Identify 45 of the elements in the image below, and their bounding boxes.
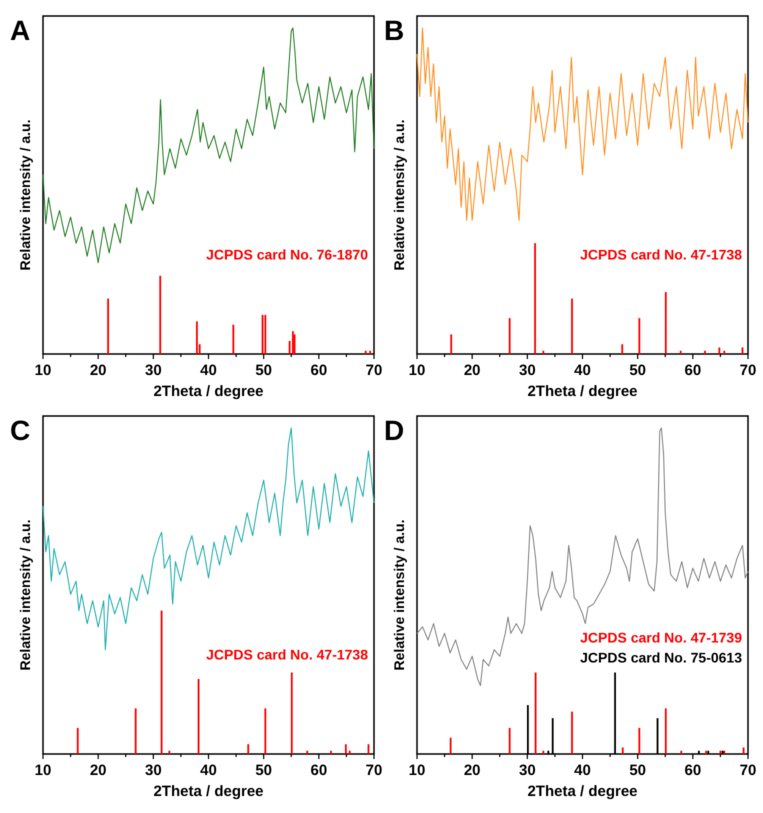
- text: JCPDS card No. 47-1738: [580, 246, 742, 262]
- x-tick-label: 50: [255, 762, 272, 779]
- x-tick-label: 10: [34, 362, 52, 379]
- x-tick-label: 70: [366, 762, 382, 779]
- y-axis-title: Relative intensity / a.u.: [17, 520, 33, 670]
- x-tick-label: 30: [144, 762, 162, 779]
- x-tick-label: 70: [366, 362, 382, 379]
- x-tick-label: 40: [574, 762, 591, 779]
- x-tick-label: 60: [684, 362, 702, 379]
- y-axis-title: Relative intensity / a.u.: [17, 120, 33, 270]
- chart-title: B: [384, 15, 404, 46]
- x-tick-label: 10: [408, 762, 426, 779]
- chart-title: A: [10, 15, 30, 46]
- x-tick-label: 70: [740, 762, 756, 779]
- x-tick-label: 20: [90, 362, 107, 379]
- x-tick-label: 60: [684, 762, 702, 779]
- x-tick-label: 10: [34, 762, 52, 779]
- text: JCPDS card No. 76-1870: [206, 246, 368, 262]
- x-tick-label: 20: [464, 362, 481, 379]
- x-axis-title: 2Theta / degree: [153, 383, 264, 400]
- x-tick-label: 60: [310, 762, 328, 779]
- x-tick-label: 30: [518, 362, 536, 379]
- x-tick-label: 50: [629, 762, 646, 779]
- x-tick-label: 30: [144, 362, 162, 379]
- chart-title: C: [10, 415, 30, 446]
- text: JCPDS card No. 75-0613: [580, 650, 742, 666]
- x-tick-label: 40: [200, 362, 217, 379]
- text: JCPDS card No. 47-1739: [580, 629, 742, 646]
- x-tick-label: 50: [629, 362, 646, 379]
- x-tick-label: 40: [574, 362, 591, 379]
- x-axis-title: 2Theta / degree: [153, 783, 264, 800]
- x-tick-label: 20: [90, 762, 107, 779]
- x-tick-label: 70: [740, 362, 756, 379]
- y-axis-title: Relative intensity / a.u.: [391, 120, 407, 270]
- x-axis-title: 2Theta / degree: [527, 383, 638, 400]
- x-tick-label: 30: [518, 762, 536, 779]
- x-axis-title: 2Theta / degree: [527, 783, 638, 800]
- chart-title: D: [384, 415, 404, 446]
- x-tick-label: 20: [464, 762, 481, 779]
- x-tick-label: 50: [255, 362, 272, 379]
- x-tick-label: 60: [310, 362, 328, 379]
- x-tick-label: 10: [408, 362, 426, 379]
- y-axis-title: Relative intensity / a.u.: [391, 520, 407, 670]
- x-tick-label: 40: [200, 762, 217, 779]
- series-label: JCPDS card No. 47-1738: [206, 646, 368, 662]
